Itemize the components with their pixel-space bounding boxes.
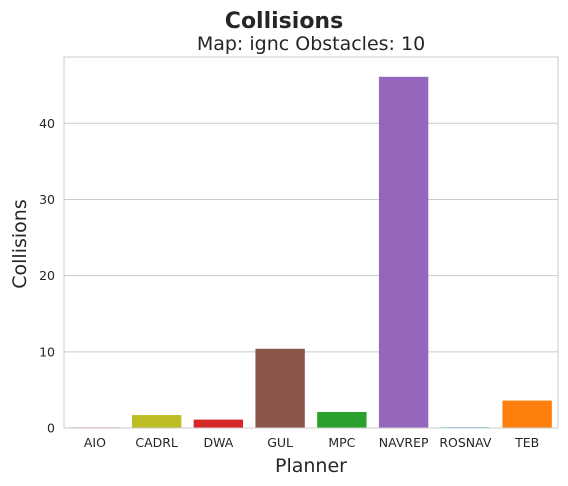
- y-tick-label: 0: [47, 421, 55, 436]
- x-axis-label: Planner: [275, 455, 347, 477]
- bar-dwa: [193, 419, 244, 428]
- x-tick-label: MPC: [328, 435, 355, 450]
- chart-subtitle: Map: ignc Obstacles: 10: [197, 33, 425, 55]
- x-tick-label: ROSNAV: [439, 435, 492, 450]
- plot-frame: [63, 56, 559, 429]
- x-tick-label: GUL: [267, 435, 293, 450]
- bar-teb: [502, 400, 552, 428]
- y-tick-labels: 0 10 20 30 40: [39, 116, 55, 436]
- x-tick-label: TEB: [514, 435, 539, 450]
- y-tick-label: 10: [39, 344, 55, 359]
- bar-mpc: [317, 412, 367, 428]
- x-tick-label: AIO: [84, 435, 106, 450]
- x-tick-label: NAVREP: [379, 435, 429, 450]
- bar-navrep: [378, 76, 429, 429]
- x-tick-label: CADRL: [135, 435, 178, 450]
- y-tick-label: 40: [39, 116, 55, 131]
- x-tick-label: DWA: [203, 435, 233, 450]
- y-gridlines: [64, 122, 558, 429]
- bars: [70, 76, 552, 429]
- x-tick-labels: AIO CADRL DWA GUL MPC NAVREP ROSNAV TEB: [84, 435, 539, 450]
- chart-title: Collisions: [225, 9, 343, 34]
- bar-cadrl: [131, 415, 182, 428]
- y-tick-label: 30: [39, 192, 55, 207]
- y-tick-label: 20: [39, 268, 55, 283]
- bar-gul: [255, 348, 305, 428]
- y-axis-label: Collisions: [9, 199, 31, 288]
